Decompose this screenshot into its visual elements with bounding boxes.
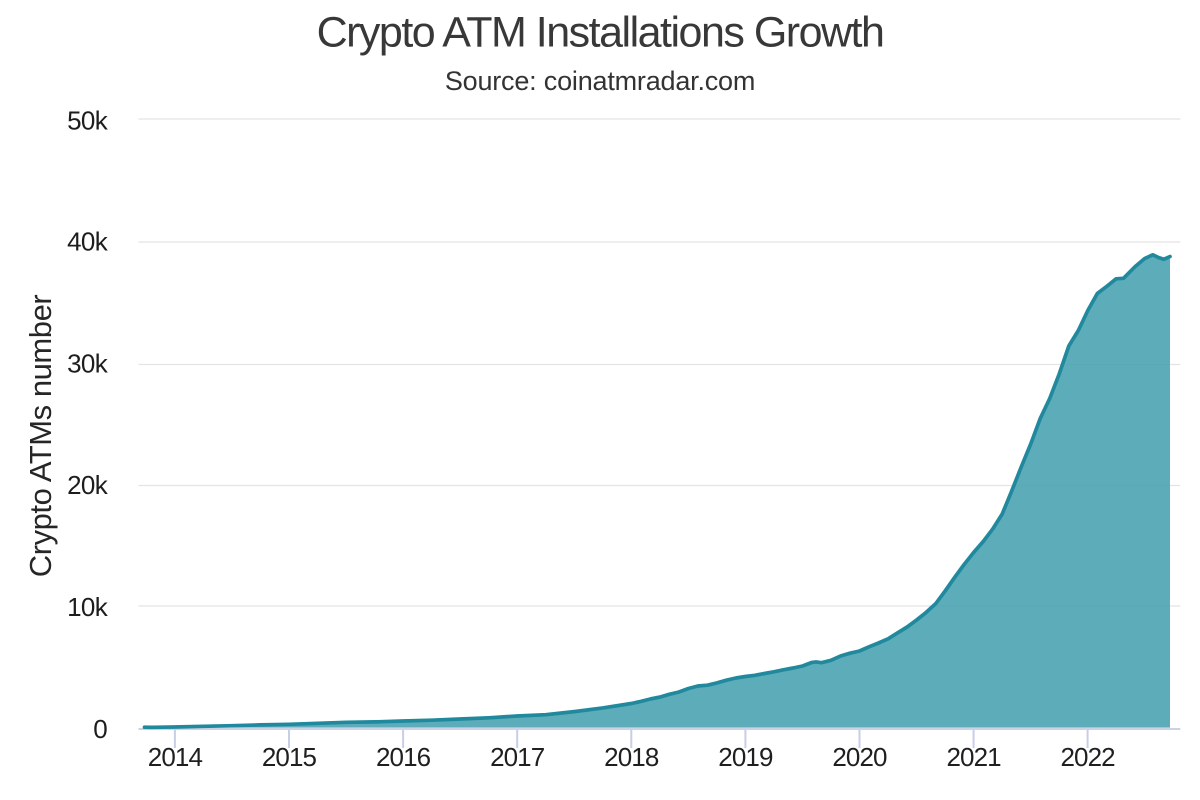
svg-text:2020: 2020 — [832, 742, 887, 772]
svg-text:2019: 2019 — [718, 742, 773, 772]
svg-text:40k: 40k — [67, 227, 109, 257]
svg-text:30k: 30k — [67, 348, 109, 378]
svg-text:Source: coinatmradar.com: Source: coinatmradar.com — [445, 66, 755, 96]
svg-text:Crypto ATM Installations Growt: Crypto ATM Installations Growth — [317, 9, 884, 57]
svg-text:0: 0 — [93, 714, 107, 744]
svg-text:50k: 50k — [67, 105, 109, 135]
svg-text:2018: 2018 — [604, 742, 659, 772]
svg-text:2022: 2022 — [1060, 742, 1115, 772]
svg-text:2017: 2017 — [490, 742, 545, 772]
svg-text:2015: 2015 — [262, 742, 317, 772]
svg-text:20k: 20k — [67, 470, 109, 500]
svg-text:2014: 2014 — [148, 742, 203, 772]
svg-text:Crypto ATMs number: Crypto ATMs number — [23, 295, 58, 578]
svg-text:2016: 2016 — [376, 742, 431, 772]
svg-text:2021: 2021 — [946, 742, 1001, 772]
svg-text:10k: 10k — [67, 592, 109, 622]
